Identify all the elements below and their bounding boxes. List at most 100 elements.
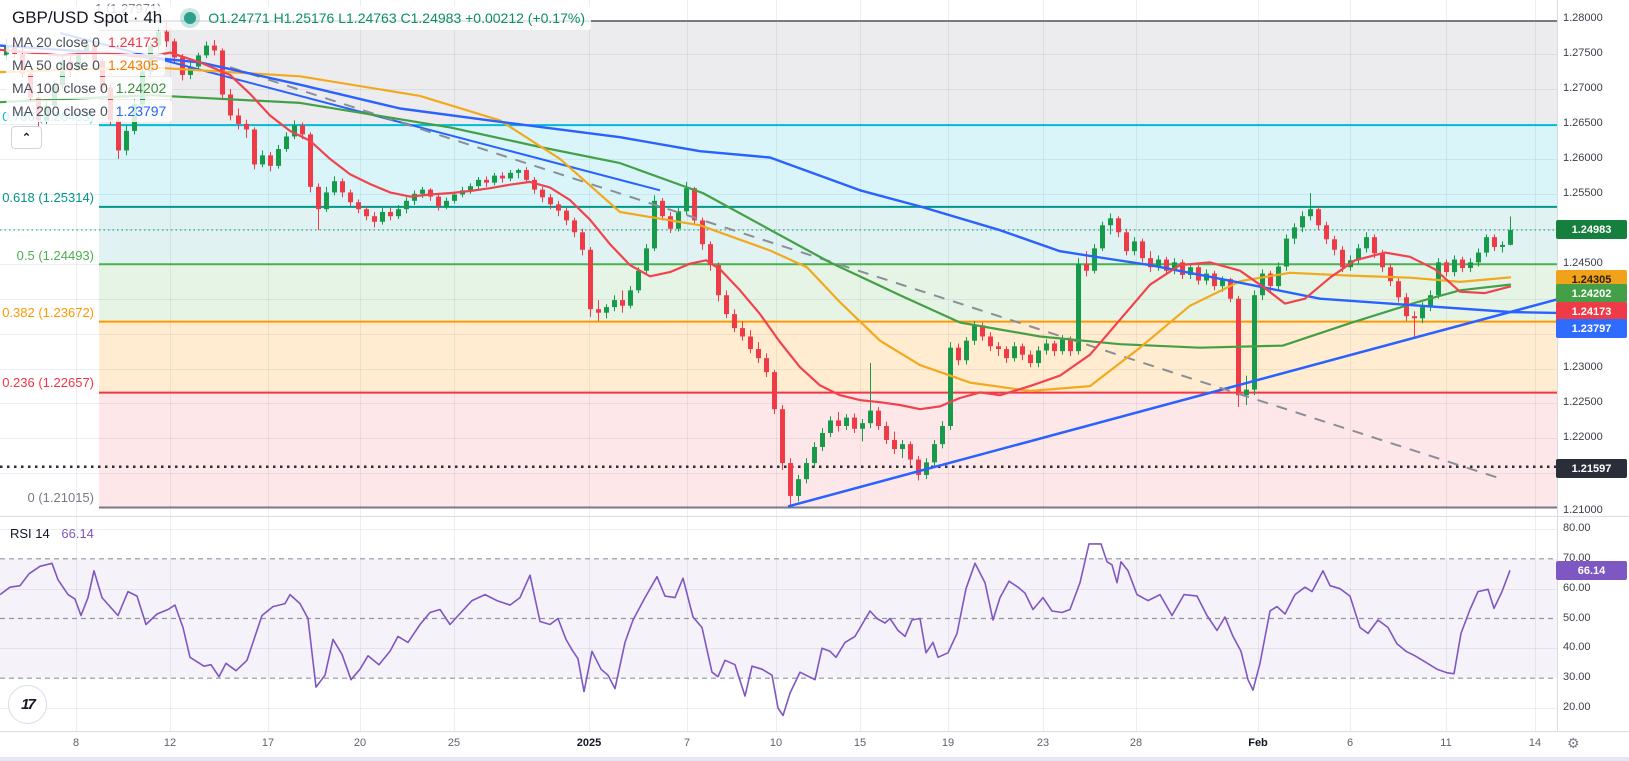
ma-legend: MA 20 close 0 1.24173 MA 50 close 0 1.24305…	[6, 31, 591, 122]
candle-up	[492, 175, 497, 183]
candle-down	[236, 115, 241, 124]
candle-up	[1044, 343, 1049, 351]
candle-up	[1252, 295, 1257, 390]
candle-down	[908, 444, 913, 460]
candle-down	[532, 179, 537, 190]
time-axis-label: 10	[769, 737, 783, 749]
candle-down	[580, 232, 585, 250]
candle-up	[860, 423, 865, 429]
ma-legend-row[interactable]: MA 200 close 0 1.23797	[6, 100, 173, 122]
price-axis-label: 1.27000	[1563, 82, 1603, 94]
candle-down	[1380, 253, 1385, 268]
candle-down	[524, 170, 529, 180]
candle-up	[684, 188, 689, 212]
candle-down	[348, 192, 353, 203]
candle-down	[1020, 346, 1025, 355]
candle-down	[1228, 279, 1233, 299]
candle-down	[540, 189, 545, 198]
candle-up	[628, 290, 633, 306]
candle-up	[1468, 262, 1473, 268]
candle-down	[300, 125, 305, 135]
candle-down	[1444, 262, 1449, 273]
time-axis-label: 28	[1129, 737, 1143, 749]
candle-up	[468, 186, 473, 191]
candle-down	[668, 216, 673, 229]
candle-down	[564, 210, 569, 221]
candle-down	[228, 94, 233, 116]
ascending-blue-trendline[interactable]	[787, 298, 1558, 508]
candle-down	[732, 314, 737, 329]
candle-up	[412, 193, 417, 201]
tradingview-logo[interactable]: 17	[8, 685, 47, 724]
time-axis-label: 19	[941, 737, 955, 749]
candle-up	[972, 325, 977, 341]
candle-up	[1076, 263, 1081, 352]
candle-up	[1428, 295, 1433, 308]
candle-down	[980, 325, 985, 337]
candle-down	[916, 459, 921, 475]
settings-icon[interactable]: ⚙	[1567, 735, 1580, 751]
candle-down	[1324, 225, 1329, 240]
candle-up	[868, 410, 873, 424]
price-axis-label: 80.00	[1563, 522, 1591, 534]
candle-down	[1148, 258, 1153, 268]
symbol-legend-row[interactable]: GBP/USD Spot · 4h O1.24771 H1.25176 L1.2…	[6, 6, 591, 30]
candle-up	[1356, 248, 1361, 261]
bottom-strip	[0, 757, 1629, 761]
candle-down	[164, 31, 169, 42]
candle-up	[1500, 244, 1505, 247]
ma-label: MA 100 close 0	[12, 80, 108, 96]
candle-down	[572, 220, 577, 233]
ma-value: 1.24202	[115, 80, 167, 96]
descending-dashed-gray[interactable]	[229, 66, 1501, 480]
candle-down	[116, 120, 121, 151]
candle-down	[1316, 209, 1321, 226]
candle-down	[1332, 239, 1337, 250]
candle-down	[956, 347, 961, 361]
candle-up	[444, 200, 449, 207]
candle-down	[1460, 259, 1465, 268]
candle-up	[476, 179, 481, 187]
candle-up	[1508, 229, 1513, 245]
candle-down	[364, 209, 369, 217]
candle-up	[820, 432, 825, 447]
candle-up	[124, 130, 129, 151]
price-badge: 1.23797	[1556, 319, 1627, 338]
collapse-indicators-button[interactable]: ⌃	[11, 126, 42, 149]
candle-down	[356, 202, 361, 210]
candle-up	[1484, 237, 1489, 253]
candle-up	[964, 340, 969, 361]
candle-down	[852, 417, 857, 429]
series-toggle-dot[interactable]	[184, 12, 197, 24]
candle-down	[588, 249, 593, 310]
candle-down	[892, 439, 897, 450]
ma-legend-row[interactable]: MA 20 close 0 1.24173	[6, 31, 165, 53]
candle-down	[1180, 262, 1185, 275]
candle-up	[204, 45, 209, 56]
candle-up	[812, 446, 817, 464]
ma-legend-row[interactable]: MA 50 close 0 1.24305	[6, 54, 165, 76]
price-axis-label: 1.24500	[1563, 257, 1603, 269]
candle-down	[780, 409, 785, 464]
price-badge: 1.21597	[1556, 459, 1627, 478]
candle-up	[1132, 241, 1137, 252]
time-axis-label: 23	[1036, 737, 1050, 749]
candle-up	[404, 200, 409, 210]
candle-down	[1052, 343, 1057, 352]
candle-up	[516, 170, 521, 173]
price-badge: 1.24173	[1556, 302, 1627, 321]
candle-down	[308, 134, 313, 187]
candle-down	[740, 328, 745, 337]
candle-down	[484, 179, 489, 183]
candle-up	[612, 300, 617, 308]
price-axis-label: 1.22000	[1563, 431, 1603, 443]
rsi-legend[interactable]: RSI 14 66.14	[10, 526, 94, 541]
candle-up	[292, 125, 297, 137]
candle-down	[388, 212, 393, 217]
candle-down	[436, 196, 441, 207]
ma-legend-row[interactable]: MA 100 close 0 1.24202	[6, 77, 173, 99]
candle-up	[1012, 346, 1017, 359]
candle-up	[1188, 267, 1193, 275]
